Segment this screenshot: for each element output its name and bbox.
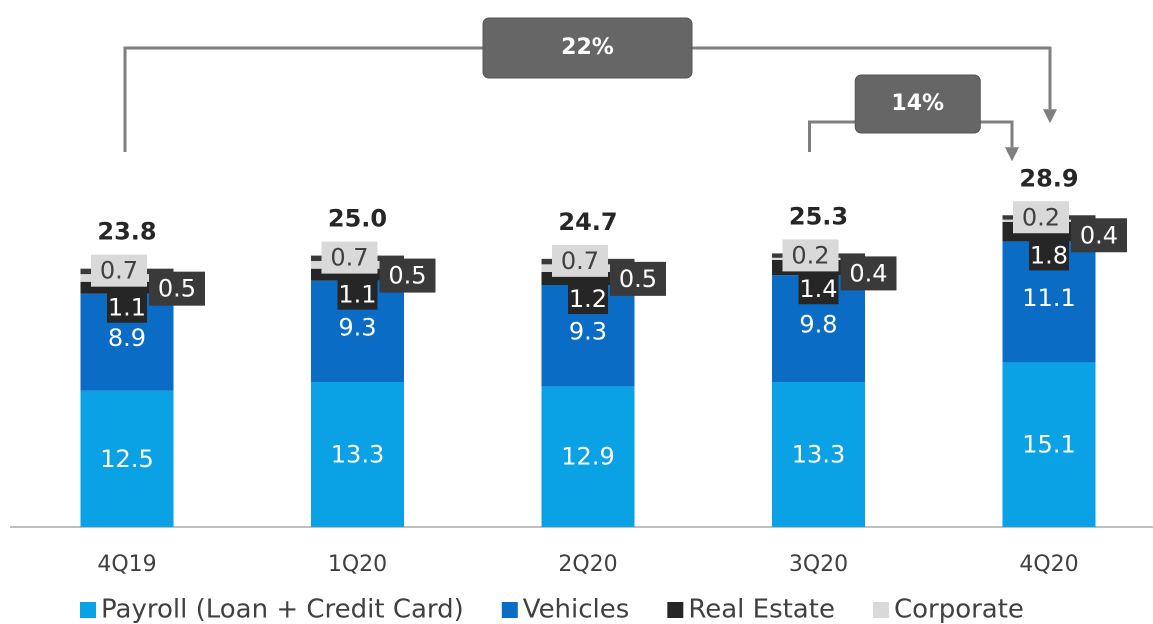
total-label: 25.0 xyxy=(328,205,387,233)
legend-label: Payroll (Loan + Credit Card) xyxy=(101,595,464,624)
bar-segment xyxy=(80,390,174,527)
corporate-label-box xyxy=(552,244,608,277)
corporate-label-box xyxy=(91,254,147,287)
legend-swatch xyxy=(80,602,96,618)
corporate-label: 0.7 xyxy=(561,247,599,275)
other-label: 0.5 xyxy=(388,262,426,290)
bracket-arrow xyxy=(1043,109,1057,124)
other-label: 0.5 xyxy=(619,265,657,293)
real-estate-label: 1.1 xyxy=(338,281,376,309)
payroll-label: 13.3 xyxy=(331,441,384,469)
growth-label: 22% xyxy=(561,35,614,60)
legend-label: Corporate xyxy=(894,595,1024,624)
real-estate-label: 1.4 xyxy=(799,275,837,303)
vehicles-label: 8.9 xyxy=(108,324,146,352)
growth-box xyxy=(482,17,693,79)
payroll-label: 13.3 xyxy=(792,441,845,469)
bar-segment xyxy=(311,268,404,281)
corporate-label: 0.7 xyxy=(330,244,368,272)
other-label-box xyxy=(610,261,666,296)
total-label: 25.3 xyxy=(789,202,848,230)
vehicles-label: 11.1 xyxy=(1022,284,1075,312)
vehicles-label: 9.3 xyxy=(569,318,607,346)
real-estate-label-box xyxy=(568,284,608,315)
corporate-label-box xyxy=(782,239,839,272)
other-label: 0.4 xyxy=(1080,221,1118,249)
payroll-label: 12.9 xyxy=(561,443,614,471)
payroll-label: 15.1 xyxy=(1022,431,1075,459)
corporate-label-box xyxy=(1013,201,1069,234)
growth-label: 14% xyxy=(891,91,944,116)
legend-swatch xyxy=(667,602,684,618)
x-tick-label: 3Q20 xyxy=(789,552,848,577)
vehicles-label: 9.8 xyxy=(799,311,837,339)
bar-segment xyxy=(80,281,174,294)
corporate-label: 0.2 xyxy=(1022,203,1060,231)
total-label: 23.8 xyxy=(97,218,156,246)
other-label-box xyxy=(379,258,436,293)
legend-swatch xyxy=(872,602,889,618)
other-label-box xyxy=(840,256,897,291)
total-label: 28.9 xyxy=(1019,164,1078,192)
payroll-label: 12.5 xyxy=(100,445,153,473)
other-label-box xyxy=(1071,218,1127,253)
bracket-arrow xyxy=(1005,147,1019,162)
real-estate-label: 1.1 xyxy=(108,294,146,322)
real-estate-label-box xyxy=(337,279,378,310)
real-estate-label-box xyxy=(798,274,839,305)
x-tick-label: 4Q20 xyxy=(1019,552,1078,577)
real-estate-label-box xyxy=(1029,240,1069,271)
other-label-box xyxy=(149,271,205,306)
bar-segment xyxy=(541,386,635,527)
corporate-label: 0.2 xyxy=(791,241,829,269)
real-estate-label-box xyxy=(107,292,147,323)
bar-segment xyxy=(311,382,404,527)
x-tick-label: 4Q19 xyxy=(97,552,156,577)
x-tick-label: 2Q20 xyxy=(558,552,617,577)
total-label: 24.7 xyxy=(558,208,617,236)
legend-label: Vehicles xyxy=(523,595,630,624)
other-label: 0.4 xyxy=(849,259,887,287)
corporate-label-box xyxy=(321,241,378,274)
corporate-label: 0.7 xyxy=(100,257,138,285)
x-tick-label: 1Q20 xyxy=(328,552,387,577)
bar-segment xyxy=(1002,362,1096,527)
vehicles-label: 9.3 xyxy=(338,313,376,341)
legend-swatch xyxy=(501,602,518,618)
real-estate-label: 1.2 xyxy=(569,285,607,313)
legend-label: Real Estate xyxy=(688,595,835,624)
growth-box xyxy=(854,74,981,134)
real-estate-label: 1.8 xyxy=(1030,241,1068,269)
other-label: 0.5 xyxy=(158,275,196,303)
bar-segment xyxy=(772,382,865,527)
